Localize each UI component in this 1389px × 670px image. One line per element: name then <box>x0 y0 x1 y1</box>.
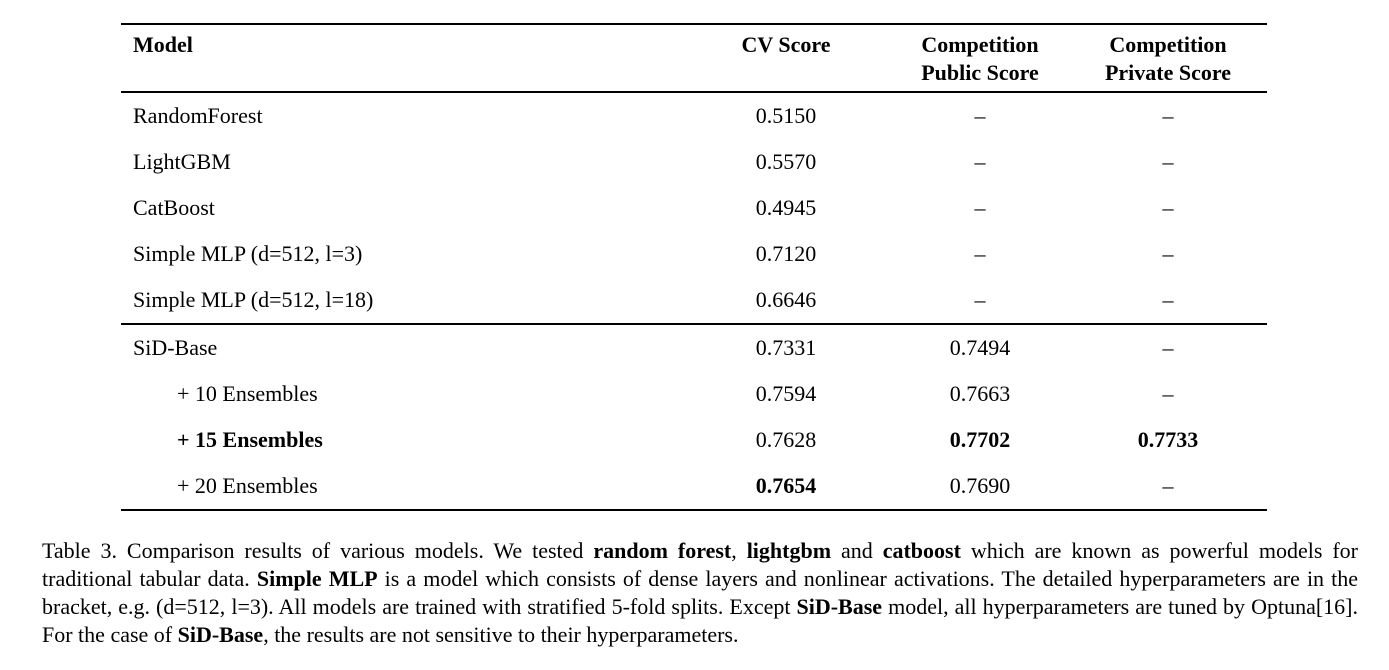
column-header-model: Model <box>121 24 681 93</box>
table-caption: Table 3. Comparison results of various m… <box>42 537 1358 649</box>
cv-score-cell: 0.7120 <box>755 241 817 266</box>
cv-score-cell: 0.6646 <box>755 287 817 312</box>
caption-text: model, all hyperparameters are tuned by … <box>42 594 1359 647</box>
caption-bold-term: SiD-Base <box>177 622 264 647</box>
cv-score-cell: 0.5150 <box>755 103 817 128</box>
column-header-competition-private-score: Competition Private Score <box>1069 24 1267 93</box>
model-cell: CatBoost <box>133 195 215 220</box>
table-row-simple-mlp-l3: Simple MLP (d=512, l=3) 0.7120 – – <box>121 231 1267 277</box>
model-cell: + 10 Ensembles <box>177 381 318 406</box>
model-cell: SiD-Base <box>133 335 218 360</box>
caption-bold-term: catboost <box>882 538 961 563</box>
caption-bold-term: Simple MLP <box>256 566 378 591</box>
header-line: Model <box>133 32 193 57</box>
private-score-cell: – <box>1162 195 1174 220</box>
caption-text: which are known as powerful models for t… <box>42 538 1358 591</box>
column-header-cv-score: CV Score <box>681 24 891 93</box>
private-score-cell: 0.7733 <box>1137 427 1199 452</box>
public-score-cell: – <box>974 103 986 128</box>
private-score-cell: – <box>1162 287 1174 312</box>
table-row-simple-mlp-l18: Simple MLP (d=512, l=18) 0.6646 – – <box>121 277 1267 324</box>
private-score-cell: – <box>1162 381 1174 406</box>
model-cell: + 20 Ensembles <box>177 473 318 498</box>
header-line: CV Score <box>741 32 831 57</box>
private-score-cell: – <box>1162 473 1174 498</box>
model-comparison-table: Model CV Score Competition Public Score … <box>121 23 1267 511</box>
public-score-cell: – <box>974 149 986 174</box>
public-score-cell: – <box>974 241 986 266</box>
private-score-cell: – <box>1162 335 1174 360</box>
model-cell: Simple MLP (d=512, l=3) <box>133 241 363 266</box>
caption-text: is a model which consists of dense layer… <box>42 566 1358 619</box>
caption-text: Table 3. Comparison results of various m… <box>42 538 594 563</box>
cv-score-cell: 0.7628 <box>755 427 817 452</box>
caption-text: and <box>831 538 883 563</box>
cv-score-cell: 0.7654 <box>755 473 817 498</box>
table-row-lightgbm: LightGBM 0.5570 – – <box>121 139 1267 185</box>
cv-score-cell: 0.4945 <box>755 195 817 220</box>
model-cell: Simple MLP (d=512, l=18) <box>133 287 374 312</box>
cv-score-cell: 0.7331 <box>755 335 817 360</box>
public-score-cell: 0.7663 <box>949 381 1011 406</box>
model-cell: + 15 Ensembles <box>177 427 323 452</box>
header-line: Public Score <box>921 60 1039 85</box>
column-header-competition-public-score: Competition Public Score <box>891 24 1069 93</box>
model-cell: RandomForest <box>133 103 263 128</box>
table-row-randomforest: RandomForest 0.5150 – – <box>121 92 1267 139</box>
public-score-cell: – <box>974 287 986 312</box>
table-row-15-ensembles: + 15 Ensembles 0.7628 0.7702 0.7733 <box>121 417 1267 463</box>
public-score-cell: 0.7494 <box>949 335 1011 360</box>
caption-text: , <box>731 538 747 563</box>
caption-bold-term: SiD-Base <box>796 594 883 619</box>
caption-text: , the results are not sensitive to their… <box>263 622 739 647</box>
cv-score-cell: 0.7594 <box>755 381 817 406</box>
public-score-cell: 0.7702 <box>949 427 1011 452</box>
table-row-10-ensembles: + 10 Ensembles 0.7594 0.7663 – <box>121 371 1267 417</box>
table-row-20-ensembles: + 20 Ensembles 0.7654 0.7690 – <box>121 463 1267 510</box>
public-score-cell: – <box>974 195 986 220</box>
private-score-cell: – <box>1162 241 1174 266</box>
caption-bold-term: lightgbm <box>746 538 832 563</box>
cv-score-cell: 0.5570 <box>755 149 817 174</box>
public-score-cell: 0.7690 <box>949 473 1011 498</box>
table-row-sid-base: SiD-Base 0.7331 0.7494 – <box>121 324 1267 371</box>
private-score-cell: – <box>1162 103 1174 128</box>
header-line: Private Score <box>1104 60 1232 85</box>
caption-bold-term: random forest <box>593 538 732 563</box>
header-line: Competition <box>1109 32 1227 57</box>
model-cell: LightGBM <box>133 149 231 174</box>
private-score-cell: – <box>1162 149 1174 174</box>
header-line: Competition <box>921 32 1039 57</box>
table-row-catboost: CatBoost 0.4945 – – <box>121 185 1267 231</box>
results-table: Model CV Score Competition Public Score … <box>121 23 1267 511</box>
table-header-row: Model CV Score Competition Public Score … <box>121 24 1267 93</box>
